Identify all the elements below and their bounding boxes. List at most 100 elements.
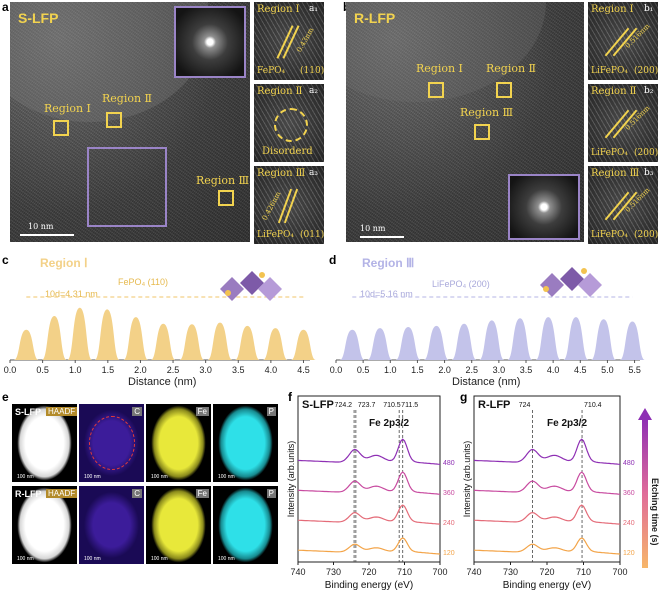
profile-peak [263, 328, 288, 360]
region-3-label: Region Ⅲ [196, 174, 250, 187]
region-2-label: Region Ⅱ [102, 92, 153, 105]
etch-time-label: 120 [623, 550, 635, 557]
chart-d-xlabel: Distance (nm) [452, 376, 520, 388]
xps-trace [473, 537, 621, 555]
eds-tile-fe: Fe 100 nm [146, 404, 211, 482]
inset-b3-phase: LiFePO₄ [591, 230, 628, 240]
profile-peak [150, 323, 176, 360]
chart-g: R-LFP Fe 2p3/2 724 710.4 480 360 240 120 740 730 7… [462, 395, 635, 591]
x-tick-label: 3.5 [520, 365, 533, 375]
profile-peak [94, 309, 120, 360]
chart-c: Region Ⅰ 10d=4.31 nm FePO₄ (110) 0.0 0.5 1… [4, 256, 316, 375]
panel-g-letter: g [460, 390, 468, 404]
eds-sample-label: R-LFP [15, 489, 42, 499]
panel-a-letter: a [2, 0, 9, 14]
profile-peak [563, 317, 589, 360]
crystal-structure-c [220, 271, 282, 301]
spectrum-title: Fe 2p3/2 [369, 418, 409, 429]
x-tick-label: 0.5 [357, 365, 370, 375]
xps-trace [298, 504, 441, 525]
chart-c-annotation: 10d=4.31 nm [45, 289, 98, 299]
x-tick-label: 0.5 [36, 365, 49, 375]
fft-inset [174, 6, 246, 78]
eds-channel-tag: P [266, 407, 276, 416]
x-tick-label: 710 [397, 567, 412, 577]
profile-peak [451, 323, 477, 360]
profile-peak [179, 324, 205, 360]
xps-trace [298, 471, 441, 495]
inset-b1-hkl: (200) [634, 66, 658, 76]
fft-inset [508, 174, 580, 240]
x-tick-label: 730 [503, 567, 518, 577]
x-tick-label: 4.0 [265, 365, 278, 375]
x-tick-label: 1.0 [384, 365, 397, 375]
x-tick-label: 700 [432, 567, 447, 577]
inset-b2-title: Region Ⅱ [591, 86, 637, 97]
eds-channel-tag: C [132, 489, 142, 498]
region-1-box [53, 120, 69, 136]
x-tick-label: 3.0 [493, 365, 506, 375]
region-3-box [218, 190, 234, 206]
x-tick-label: 700 [612, 567, 627, 577]
x-tick-label: 710 [576, 567, 591, 577]
peak-label: 710.4 [584, 402, 602, 409]
scale-bar-label: 10 nm [28, 222, 54, 231]
profile-peak [207, 322, 233, 360]
profile-peak [41, 316, 67, 360]
xps-charts: S-LFP Fe 2p3/2 724.2 723.7 710.5 711.5 480 360 2… [286, 395, 660, 591]
eds-tile-c: C 100 nm [79, 486, 144, 564]
panel-f-letter: f [288, 390, 292, 404]
x-tick-label: 740 [290, 567, 305, 577]
panel-a-tem-image: S-LFP Region Ⅰ Region Ⅱ Region Ⅲ 10 nm [10, 2, 250, 242]
inset-b1-sub: b₁ [644, 4, 654, 14]
etching-time-label: Etching time (s) [650, 478, 660, 546]
xps-trace [474, 504, 621, 525]
x-tick-label: 4.0 [547, 365, 560, 375]
sample-label: R-LFP [478, 399, 510, 411]
inset-b1-phase: LiFePO₄ [591, 66, 628, 76]
carbon-region-outline [89, 416, 135, 470]
x-tick-label: 4.5 [574, 365, 587, 375]
inset-a1-sub: a₁ [309, 4, 318, 14]
eds-tile-haadf: R-LFP HAADF 100 nm [12, 486, 77, 564]
x-tick-label: 5.5 [628, 365, 641, 375]
x-tick-label: 4.5 [297, 365, 310, 375]
profile-peak [619, 321, 645, 360]
region-2-box [106, 112, 122, 128]
inset-b3-hkl: (200) [634, 230, 658, 240]
xps-trace [474, 471, 621, 495]
xps-trace [473, 438, 621, 465]
panel-a-title: S-LFP [18, 10, 59, 26]
eds-channel-tag: Fe [195, 489, 209, 498]
eds-channel-tag: HAADF [46, 489, 77, 498]
profile-peak [13, 329, 39, 360]
eds-scale-label: 100 nm [151, 474, 168, 480]
inset-b2-hkl: (200) [634, 148, 658, 158]
profile-peak [591, 319, 617, 360]
fft-region-box [87, 147, 167, 227]
panel-b-tem-image: R-LFP Region Ⅰ Region Ⅱ Region Ⅲ 10 nm [346, 2, 584, 242]
profile-peak [507, 318, 533, 360]
x-tick-label: 1.5 [102, 365, 115, 375]
etch-time-label: 360 [623, 490, 635, 497]
profile-peak [123, 317, 149, 360]
panel-d-letter: d [329, 253, 337, 267]
inset-a3-title: Region Ⅲ [257, 168, 306, 179]
etching-arrow-head [638, 408, 652, 420]
profile-peak [367, 328, 393, 360]
x-tick-label: 740 [466, 567, 481, 577]
etching-time-colorbar [642, 418, 648, 568]
x-tick-label: 5.0 [601, 365, 614, 375]
eds-channel-tag: HAADF [46, 407, 77, 416]
region-2-label: Region Ⅱ [486, 62, 537, 75]
profile-peak [395, 327, 421, 360]
eds-scale-label: 100 nm [218, 556, 235, 562]
x-tick-label: 730 [326, 567, 341, 577]
inset-a2: Region Ⅱ a₂ Disorderd [254, 84, 324, 162]
panel-e-letter: e [2, 390, 9, 404]
x-tick-label: 3.5 [232, 365, 245, 375]
inset-a1: Region Ⅰ a₁ 0.43nm FePO₄ (110) [254, 2, 324, 80]
chart-c-xlabel: Distance (nm) [128, 376, 196, 388]
region-1-label: Region Ⅰ [416, 62, 463, 75]
eds-scale-label: 100 nm [151, 556, 168, 562]
